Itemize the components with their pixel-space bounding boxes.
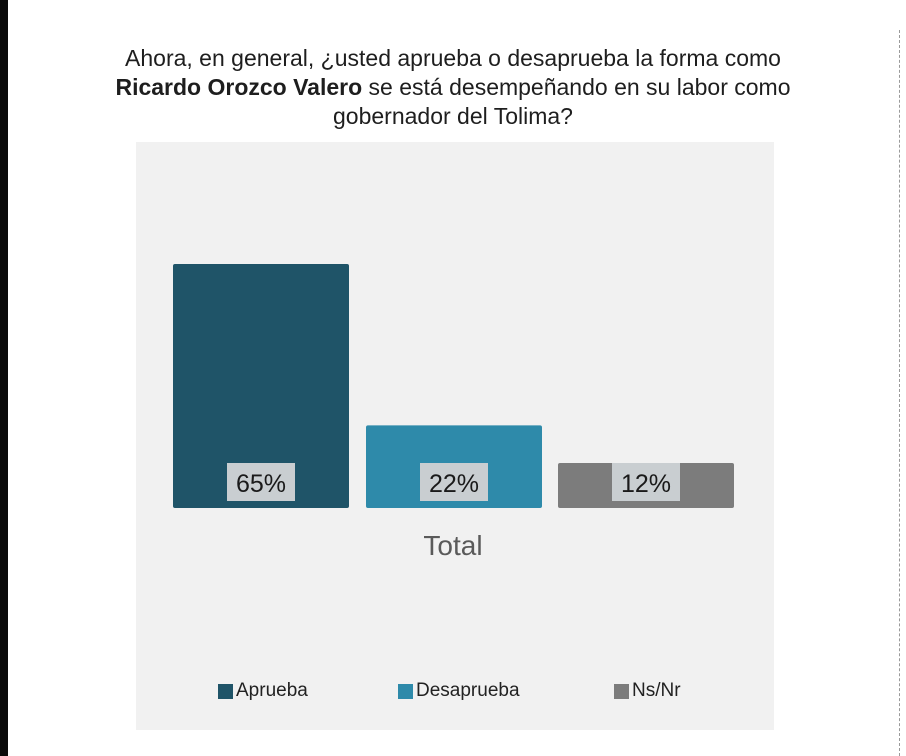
data-label-aprueba: 65%: [236, 470, 286, 498]
data-label-box-ns-nr: [612, 463, 680, 501]
legend-item-nsnr: Ns/Nr: [614, 680, 681, 702]
legend-label-aprueba: Aprueba: [236, 680, 308, 701]
title-line-3: gobernador del Tolima?: [333, 103, 573, 129]
legend-swatch-aprueba: [218, 683, 233, 699]
data-label-desaprueba: 22%: [429, 470, 479, 498]
legend-swatch-desaprueba: [398, 683, 413, 699]
right-divider: [899, 30, 900, 756]
title-bold-name: Ricardo Orozco Valero: [115, 74, 363, 100]
chart-title: Ahora, en general, ¿usted aprueba o desa…: [40, 44, 866, 131]
title-line-2: Ricardo Orozco Valero se está desempeñan…: [40, 73, 866, 102]
legend-swatch-nsnr: [614, 683, 629, 699]
legend-label-nsnr: Ns/Nr: [632, 680, 681, 701]
data-label-box-desaprueba: [420, 463, 488, 501]
legend-item-desaprueba: Desaprueba: [398, 680, 520, 702]
category-label: Total: [423, 530, 483, 561]
legend-item-aprueba: Aprueba: [218, 680, 308, 702]
left-edge-bar: [0, 0, 8, 756]
legend-label-desaprueba: Desaprueba: [416, 680, 520, 701]
title-line-2-rest: se está desempeñando en su labor como: [362, 74, 791, 100]
data-label-box-aprueba: [227, 463, 295, 501]
bar-aprueba: [173, 264, 349, 508]
data-label-ns-nr: 12%: [621, 470, 671, 498]
title-line-1: Ahora, en general, ¿usted aprueba o desa…: [125, 45, 781, 71]
